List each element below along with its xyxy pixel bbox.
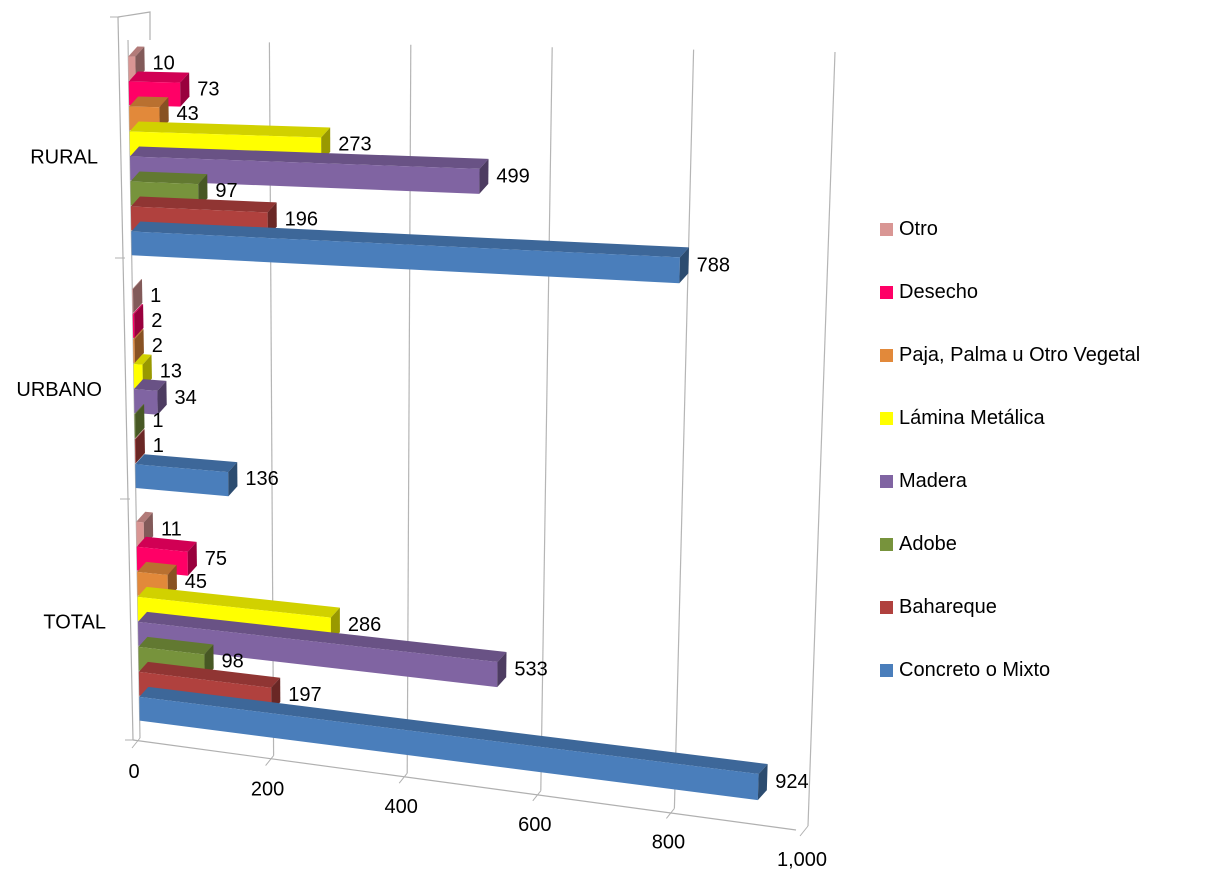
x-tick-mark: [131, 737, 141, 749]
data-label: 1: [152, 410, 163, 432]
legend-label: Bahareque: [899, 596, 997, 618]
data-label: 2: [152, 335, 163, 357]
data-label: 73: [197, 79, 219, 101]
legend-label: Otro: [899, 218, 938, 240]
data-labels: 1073432734999719678812213341113611754528…: [150, 52, 808, 793]
data-label: 10: [153, 52, 175, 74]
legend-item: Bahareque: [880, 576, 1220, 639]
legend-swatch: [880, 601, 893, 614]
legend-swatch: [880, 538, 893, 551]
gridline: [127, 39, 141, 739]
x-tick-label: 800: [652, 831, 685, 853]
data-label: 788: [697, 254, 730, 276]
data-label: 499: [496, 165, 529, 187]
legend-item: Lámina Metálica: [880, 387, 1220, 450]
legend-swatch: [880, 286, 893, 299]
legend-label: Lámina Metálica: [899, 407, 1045, 429]
bar-otro-urbano: [132, 279, 143, 313]
data-label: 533: [514, 659, 547, 681]
legend-label: Paja, Palma u Otro Vegetal: [899, 344, 1141, 366]
back-wall-edge: [117, 11, 151, 40]
bars: [128, 46, 768, 801]
legend-swatch: [880, 664, 893, 677]
data-label: 75: [205, 548, 227, 570]
bar-paja-palma-u-otro-vegetal-urbano: [133, 329, 144, 363]
data-label: 197: [288, 684, 321, 706]
category-axis-line: [117, 16, 134, 741]
axes: [110, 11, 809, 837]
bar-concreto-o-mixto-urbano: [135, 454, 238, 497]
data-label: 43: [177, 103, 199, 125]
data-label: 11: [161, 518, 182, 540]
legend-label: Madera: [899, 470, 967, 492]
x-tick-label: 0: [128, 761, 139, 783]
bar-concreto-o-mixto-rural: [131, 221, 689, 284]
category-label: URBANO: [16, 379, 102, 401]
data-label: 924: [775, 771, 808, 793]
data-label: 286: [348, 614, 381, 636]
x-tick-mark: [398, 772, 408, 784]
x-tick-mark: [265, 755, 274, 766]
category-label: TOTAL: [43, 612, 106, 634]
data-label: 1: [153, 435, 164, 457]
bar-madera-total: [138, 611, 507, 688]
value-axis-line: [132, 739, 797, 831]
legend-label: Adobe: [899, 533, 957, 555]
gridline: [807, 51, 836, 827]
bar-madera-rural: [130, 146, 489, 194]
bar-concreto-o-mixto-total: [139, 686, 768, 801]
bar-madera-urbano: [134, 379, 167, 415]
legend-label: Concreto o Mixto: [899, 659, 1051, 681]
chart-legend: Otro Desecho Paja, Palma u Otro Vegetal Lám…: [880, 198, 1220, 702]
legend-item: Adobe: [880, 513, 1220, 576]
x-tick-mark: [666, 808, 675, 819]
tick-labels: 0 200 400 600 800 1,000 RURAL URBANO TOTAL: [16, 146, 827, 871]
gridline: [540, 47, 553, 791]
bar-bahareque-urbano: [134, 429, 145, 463]
data-label: 34: [175, 387, 197, 409]
data-label: 136: [245, 468, 278, 490]
data-label: 1: [150, 285, 161, 307]
x-tick-mark: [799, 825, 809, 837]
data-label: 45: [185, 571, 207, 593]
legend-label: Desecho: [899, 281, 978, 303]
x-tick-label: 1,000: [777, 849, 827, 871]
legend-swatch: [880, 475, 893, 488]
data-label: 273: [338, 134, 371, 156]
legend-item: Desecho: [880, 261, 1220, 324]
x-tick-label: 200: [251, 779, 284, 801]
data-label: 13: [160, 361, 182, 383]
data-label: 2: [151, 310, 162, 332]
category-label: RURAL: [30, 146, 98, 168]
bar-adobe-urbano: [134, 404, 145, 438]
x-tick-mark: [532, 790, 542, 802]
legend-item: Otro: [880, 198, 1220, 261]
data-label: 98: [222, 650, 244, 672]
legend-item: Paja, Palma u Otro Vegetal: [880, 324, 1220, 387]
bar-desecho-urbano: [132, 304, 144, 338]
data-label: 97: [215, 180, 237, 202]
legend-swatch: [880, 349, 893, 362]
x-tick-label: 400: [385, 796, 418, 818]
data-label: 196: [285, 209, 318, 231]
legend-swatch: [880, 223, 893, 236]
gridline: [673, 49, 695, 809]
legend-item: Concreto o Mixto: [880, 639, 1220, 702]
legend-swatch: [880, 412, 893, 425]
legend-item: Madera: [880, 450, 1220, 513]
x-tick-label: 600: [518, 814, 551, 836]
